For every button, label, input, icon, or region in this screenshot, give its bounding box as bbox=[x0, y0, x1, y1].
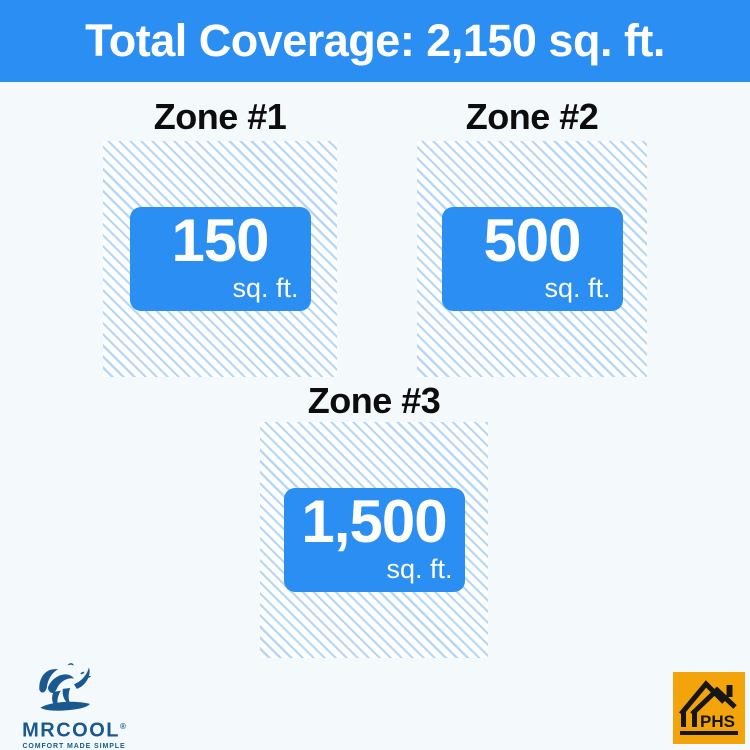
zone-2-unit: sq. ft. bbox=[544, 272, 611, 303]
zone-3-label: Zone #3 bbox=[307, 380, 441, 421]
zone-2-value: 500 bbox=[483, 206, 581, 274]
zone-3-coverage-area: 1,500 sq. ft. bbox=[260, 422, 488, 658]
phs-logo: PHS bbox=[673, 672, 745, 744]
zone-2-coverage-area: 500 sq. ft. bbox=[417, 141, 647, 377]
total-coverage-title: Total Coverage: 2,150 sq. ft. bbox=[85, 15, 665, 66]
zone-1-label: Zone #1 bbox=[153, 96, 287, 137]
mrcool-wordmark: MRCOOL® bbox=[12, 717, 136, 741]
mrcool-tagline: COMFORT MADE SIMPLE bbox=[22, 742, 126, 750]
zone-1-value-card: 150 sq. ft. bbox=[129, 206, 311, 311]
zone-1-unit: sq. ft. bbox=[232, 272, 299, 303]
zone-3-value: 1,500 bbox=[301, 487, 447, 555]
mrcool-logo: MRCOOL® COMFORT MADE SIMPLE bbox=[12, 659, 136, 750]
zone-2-value-card: 500 sq. ft. bbox=[441, 206, 623, 311]
zone-3-value-card: 1,500 sq. ft. bbox=[283, 487, 465, 592]
phs-roof-icon: PHS bbox=[679, 680, 738, 735]
mrcool-bear-icon bbox=[39, 663, 91, 711]
zone-1-value: 150 bbox=[171, 206, 269, 274]
zone-2-label: Zone #2 bbox=[465, 96, 599, 137]
header-banner: Total Coverage: 2,150 sq. ft. bbox=[0, 0, 750, 82]
zone-3-unit: sq. ft. bbox=[386, 553, 453, 584]
zone-1-coverage-area: 150 sq. ft. bbox=[103, 141, 337, 377]
mrcool-brand-text: MRCOOL bbox=[22, 719, 120, 742]
mrcool-registered-mark: ® bbox=[119, 722, 126, 731]
phs-wordmark: PHS bbox=[700, 712, 735, 731]
